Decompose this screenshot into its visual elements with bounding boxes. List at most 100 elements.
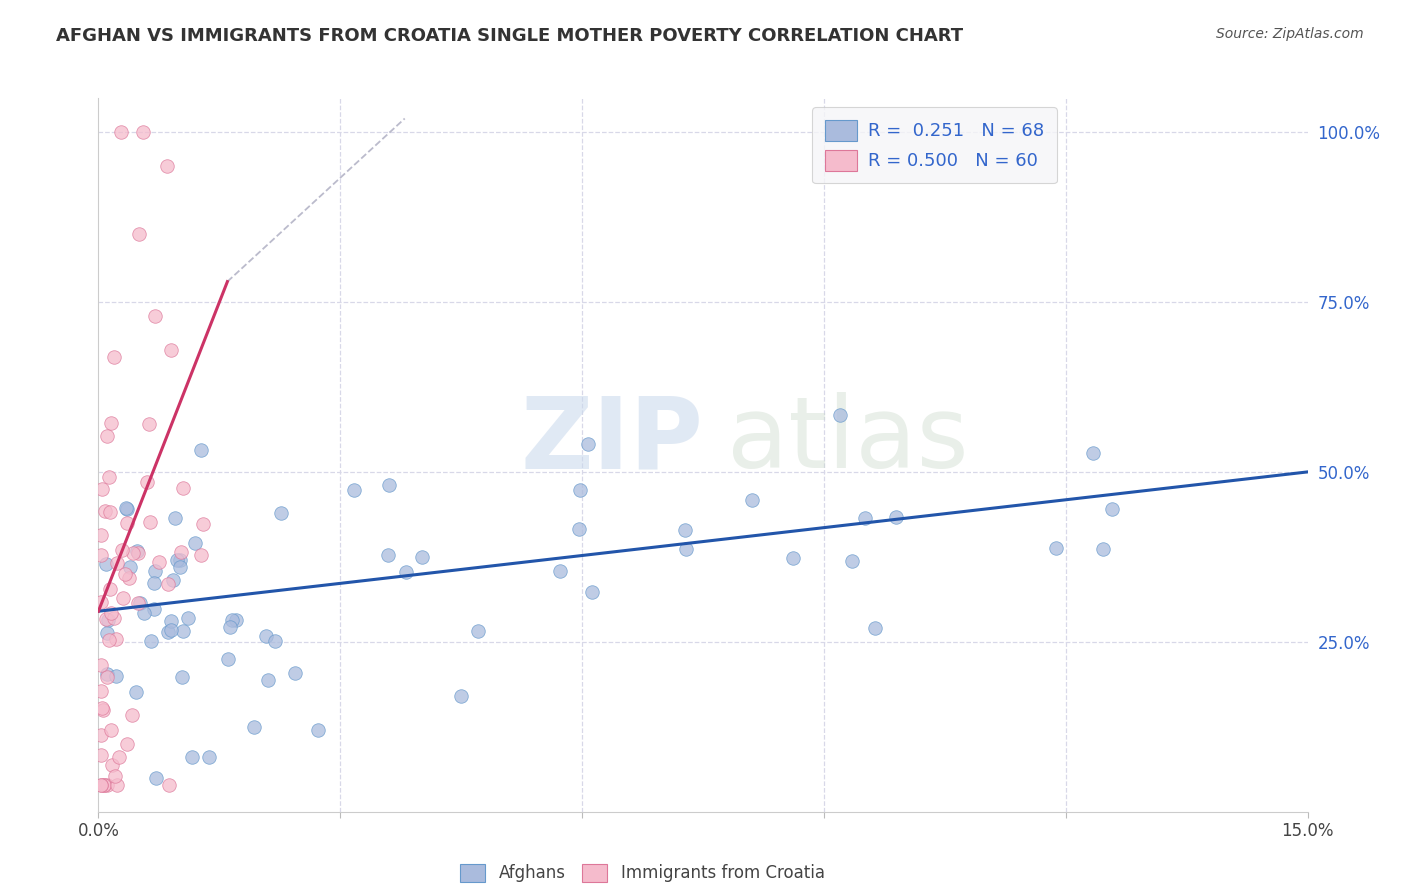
Point — [853, 511, 876, 525]
Point — [828, 408, 851, 422]
Point — [254, 629, 277, 643]
Point — [160, 614, 183, 628]
Point — [675, 541, 697, 556]
Point — [841, 554, 863, 568]
Point — [132, 125, 155, 139]
Point — [139, 634, 162, 648]
Point — [193, 516, 215, 531]
Point — [884, 509, 907, 524]
Point — [98, 633, 121, 648]
Point — [104, 769, 127, 783]
Point — [94, 612, 117, 626]
Point — [121, 708, 143, 723]
Text: ZIP: ZIP — [520, 392, 703, 489]
Point — [270, 507, 292, 521]
Point — [105, 778, 128, 792]
Text: atlas: atlas — [727, 392, 969, 489]
Point — [96, 667, 118, 681]
Point — [170, 544, 193, 558]
Point — [96, 626, 118, 640]
Point — [98, 505, 121, 519]
Point — [90, 747, 112, 762]
Point — [467, 624, 489, 638]
Point — [90, 778, 112, 792]
Point — [569, 483, 592, 497]
Point — [120, 559, 142, 574]
Point — [157, 576, 180, 591]
Point — [548, 564, 571, 578]
Point — [90, 778, 112, 792]
Point — [125, 684, 148, 698]
Point — [105, 556, 128, 570]
Point — [96, 557, 118, 571]
Point — [257, 673, 280, 687]
Point — [157, 778, 180, 792]
Point — [100, 416, 122, 430]
Point — [576, 437, 599, 451]
Point — [307, 723, 329, 738]
Point — [217, 652, 239, 666]
Point — [177, 611, 200, 625]
Point — [169, 560, 191, 574]
Point — [377, 548, 399, 562]
Point — [122, 546, 145, 560]
Point — [1045, 541, 1067, 556]
Point — [107, 750, 129, 764]
Point — [127, 544, 149, 558]
Text: Source: ZipAtlas.com: Source: ZipAtlas.com — [1216, 27, 1364, 41]
Point — [143, 309, 166, 323]
Point — [567, 522, 589, 536]
Point — [169, 553, 191, 567]
Point — [100, 723, 122, 738]
Point — [225, 613, 247, 627]
Point — [221, 613, 243, 627]
Point — [1083, 445, 1105, 459]
Point — [342, 483, 364, 497]
Point — [163, 511, 186, 525]
Point — [1101, 501, 1123, 516]
Point — [1092, 541, 1115, 556]
Point — [97, 469, 120, 483]
Point — [198, 750, 221, 764]
Point — [395, 565, 418, 579]
Point — [181, 750, 204, 764]
Point — [103, 611, 125, 625]
Point — [863, 621, 886, 635]
Point — [90, 482, 112, 496]
Point — [115, 737, 138, 751]
Point — [128, 227, 150, 241]
Point — [162, 573, 184, 587]
Point — [127, 596, 149, 610]
Point — [96, 778, 118, 792]
Point — [111, 543, 134, 558]
Point — [115, 516, 138, 530]
Point — [148, 555, 170, 569]
Point — [581, 584, 603, 599]
Point — [183, 536, 205, 550]
Point — [411, 549, 433, 564]
Point — [142, 602, 165, 616]
Point — [100, 607, 122, 621]
Point — [104, 668, 127, 682]
Point — [100, 582, 122, 597]
Point — [160, 343, 183, 357]
Point — [110, 125, 132, 139]
Point — [114, 566, 136, 581]
Point — [90, 528, 112, 542]
Point — [782, 551, 804, 566]
Point — [143, 564, 166, 578]
Point — [104, 632, 127, 647]
Point — [741, 492, 763, 507]
Point — [128, 596, 150, 610]
Point — [90, 595, 112, 609]
Point — [132, 607, 155, 621]
Point — [96, 670, 118, 684]
Point — [378, 478, 401, 492]
Point — [90, 684, 112, 698]
Point — [117, 502, 139, 516]
Point — [100, 757, 122, 772]
Point — [90, 728, 112, 742]
Point — [90, 657, 112, 672]
Point — [673, 523, 696, 537]
Point — [115, 500, 138, 515]
